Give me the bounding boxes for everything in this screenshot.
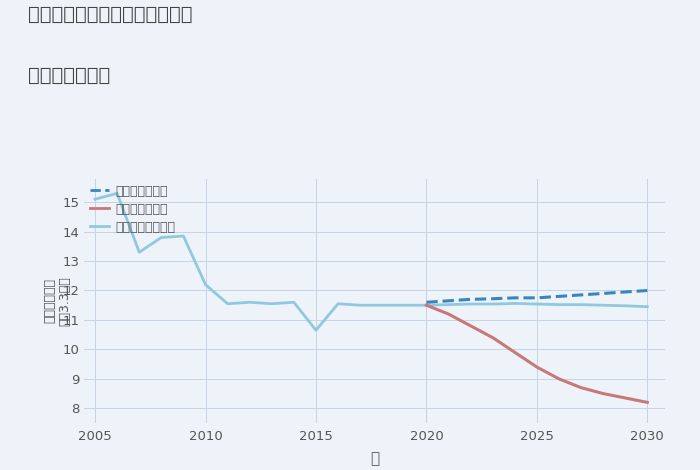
バッドシナリオ <box>510 350 519 355</box>
ノーマルシナリオ <box>400 302 409 308</box>
バッドシナリオ <box>577 385 585 391</box>
ノーマルシナリオ <box>643 304 652 310</box>
Y-axis label: 単価（万円）
坪（3.3㎡）: 単価（万円） 坪（3.3㎡） <box>43 276 71 326</box>
ノーマルシナリオ <box>246 299 254 305</box>
ノーマルシナリオ <box>489 301 497 307</box>
Line: ノーマルシナリオ: ノーマルシナリオ <box>95 193 648 330</box>
バッドシナリオ <box>621 395 629 401</box>
グッドシナリオ <box>599 290 608 296</box>
グッドシナリオ <box>510 295 519 301</box>
ノーマルシナリオ <box>356 302 364 308</box>
ノーマルシナリオ <box>466 301 475 307</box>
グッドシナリオ <box>466 297 475 302</box>
グッドシナリオ <box>444 298 453 304</box>
ノーマルシナリオ <box>267 301 276 306</box>
ノーマルシナリオ <box>599 302 608 308</box>
X-axis label: 年: 年 <box>370 451 379 466</box>
ノーマルシナリオ <box>157 235 165 240</box>
ノーマルシナリオ <box>135 250 143 255</box>
ノーマルシナリオ <box>422 302 430 308</box>
ノーマルシナリオ <box>533 301 541 307</box>
ノーマルシナリオ <box>621 303 629 309</box>
ノーマルシナリオ <box>510 301 519 306</box>
バッドシナリオ <box>466 323 475 329</box>
ノーマルシナリオ <box>378 302 386 308</box>
グッドシナリオ <box>643 288 652 293</box>
ノーマルシナリオ <box>555 302 564 307</box>
ノーマルシナリオ <box>290 299 298 305</box>
Line: グッドシナリオ: グッドシナリオ <box>426 290 648 302</box>
ノーマルシナリオ <box>334 301 342 306</box>
ノーマルシナリオ <box>179 233 188 239</box>
グッドシナリオ <box>489 296 497 302</box>
バッドシナリオ <box>533 364 541 370</box>
グッドシナリオ <box>555 294 564 299</box>
ノーマルシナリオ <box>202 282 210 288</box>
ノーマルシナリオ <box>223 301 232 306</box>
グッドシナリオ <box>533 295 541 301</box>
Line: バッドシナリオ: バッドシナリオ <box>426 305 648 402</box>
グッドシナリオ <box>422 299 430 305</box>
Text: 三重県桑名市長島町源部外面の: 三重県桑名市長島町源部外面の <box>28 5 192 24</box>
Legend: グッドシナリオ, バッドシナリオ, ノーマルシナリオ: グッドシナリオ, バッドシナリオ, ノーマルシナリオ <box>90 185 175 234</box>
バッドシナリオ <box>422 302 430 308</box>
ノーマルシナリオ <box>113 190 121 196</box>
バッドシナリオ <box>599 391 608 396</box>
バッドシナリオ <box>643 400 652 405</box>
ノーマルシナリオ <box>577 302 585 307</box>
ノーマルシナリオ <box>312 328 320 333</box>
バッドシナリオ <box>489 335 497 340</box>
Text: 土地の価格推移: 土地の価格推移 <box>28 66 111 85</box>
ノーマルシナリオ <box>444 302 453 307</box>
ノーマルシナリオ <box>91 196 99 202</box>
バッドシナリオ <box>444 311 453 317</box>
バッドシナリオ <box>555 376 564 382</box>
グッドシナリオ <box>621 289 629 295</box>
グッドシナリオ <box>577 292 585 298</box>
